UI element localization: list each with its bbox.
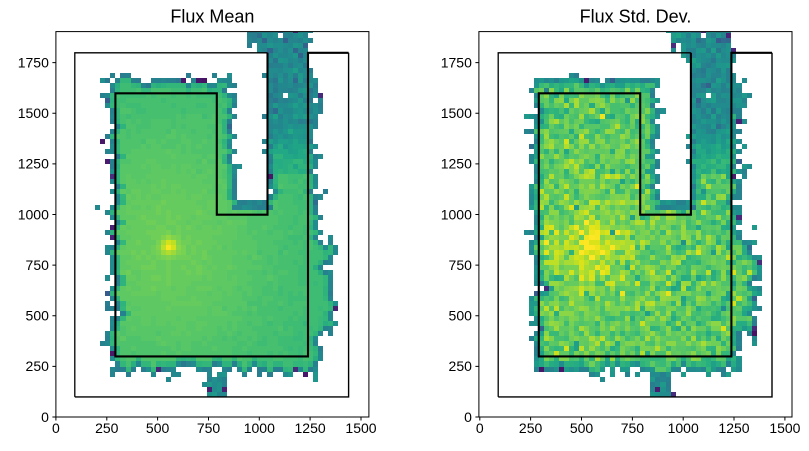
svg-text:1250: 1250 bbox=[441, 156, 472, 172]
svg-text:1500: 1500 bbox=[18, 105, 49, 121]
svg-text:1250: 1250 bbox=[18, 156, 49, 172]
svg-text:1500: 1500 bbox=[345, 420, 376, 436]
svg-text:0: 0 bbox=[52, 420, 60, 436]
svg-text:250: 250 bbox=[26, 358, 50, 374]
svg-text:Flux Mean: Flux Mean bbox=[170, 7, 254, 27]
svg-text:0: 0 bbox=[41, 409, 49, 425]
svg-text:750: 750 bbox=[197, 420, 221, 436]
svg-text:Flux Std. Dev.: Flux Std. Dev. bbox=[580, 7, 692, 27]
svg-text:1500: 1500 bbox=[441, 105, 472, 121]
svg-text:750: 750 bbox=[449, 257, 473, 273]
svg-text:1750: 1750 bbox=[441, 54, 472, 70]
svg-text:500: 500 bbox=[146, 420, 170, 436]
svg-text:1500: 1500 bbox=[769, 420, 800, 436]
svg-text:1250: 1250 bbox=[718, 420, 749, 436]
svg-text:1000: 1000 bbox=[18, 206, 49, 222]
svg-text:250: 250 bbox=[95, 420, 119, 436]
svg-text:750: 750 bbox=[26, 257, 50, 273]
svg-text:0: 0 bbox=[476, 420, 484, 436]
svg-text:250: 250 bbox=[519, 420, 543, 436]
svg-text:1000: 1000 bbox=[668, 420, 699, 436]
svg-text:500: 500 bbox=[570, 420, 594, 436]
svg-text:1000: 1000 bbox=[441, 206, 472, 222]
svg-text:0: 0 bbox=[464, 409, 472, 425]
svg-text:750: 750 bbox=[621, 420, 645, 436]
svg-text:1750: 1750 bbox=[18, 54, 49, 70]
svg-text:500: 500 bbox=[26, 308, 50, 324]
svg-text:250: 250 bbox=[449, 358, 473, 374]
svg-text:1250: 1250 bbox=[295, 420, 326, 436]
svg-text:1000: 1000 bbox=[244, 420, 275, 436]
svg-text:500: 500 bbox=[449, 308, 473, 324]
